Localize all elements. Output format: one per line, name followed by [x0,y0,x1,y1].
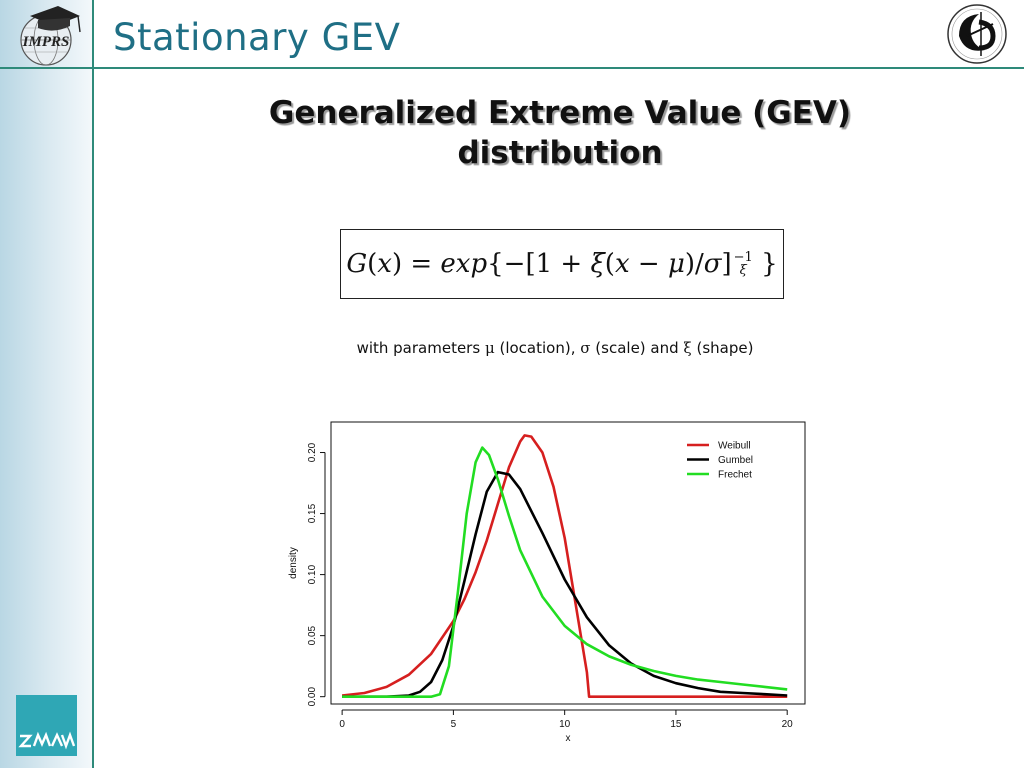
sigma-symbol: σ [580,339,591,357]
y-tick-label: 0.00 [307,687,318,707]
mu-symbol: μ [484,339,495,357]
imprs-logo: IMPRS [20,6,81,66]
heading-line-1: Generalized Extreme Value (GEV) [268,95,852,131]
left-sidebar [0,0,94,768]
sigma-description: (scale) and [595,339,679,357]
plot-area: 0 5 10 15 20 0.00 0.05 0.10 0.15 0.20 Weibull Gumbe… [307,421,806,730]
mu-description: (location), [499,339,576,357]
legend-label-gumbel: Gumbel [718,455,753,466]
xi-symbol: ξ [683,339,692,357]
x-axis-label: x [566,733,571,744]
gev-formula: G(x) = exp{−[1 + ξ(x − μ)/σ] −1 ξ } [340,229,784,299]
formula-close-brace: } [752,249,778,279]
heading-line-2: distribution [457,135,663,171]
y-axis-label: density [288,547,299,579]
slide-title: Stationary GEV [113,16,401,59]
series-line-weibull [341,434,788,699]
imprs-logo-text: IMPRS [22,34,70,50]
plot-frame [330,421,806,705]
y-tick-label: 0.15 [307,503,318,523]
slide-heading: Generalized Extreme Value (GEV) distribu… [200,93,920,173]
legend-label-frechet: Frechet [718,470,752,481]
zmaw-logo: ZMAW [16,695,77,756]
y-tick-label: 0.20 [307,442,318,462]
institute-logo [947,4,1007,64]
x-tick-label: 10 [559,719,571,730]
header-rule [0,67,1024,69]
formula-lhs: G(x) = exp{−[1 + ξ(x − μ)/σ] [346,249,732,279]
xi-description: (shape) [696,339,754,357]
x-tick-label: 20 [782,719,794,730]
zmaw-logo-text: ZMAW [44,749,47,752]
parameters-description: with parameters μ (location), σ (scale) … [260,339,850,357]
legend-label-weibull: Weibull [718,441,751,452]
series-line-gumbel [342,470,788,699]
params-prefix: with parameters [356,339,481,357]
x-tick-label: 0 [339,719,345,730]
series-line-frechet [342,446,788,699]
y-tick-label: 0.05 [307,625,318,645]
x-tick-label: 5 [451,719,457,730]
formula-exponent: −1 ξ [733,250,753,278]
y-tick-label: 0.10 [307,564,318,584]
x-tick-label: 15 [670,719,682,730]
gev-density-chart: 0 5 10 15 20 0.00 0.05 0.10 0.15 0.20 Weibull Gumbe… [288,421,806,744]
